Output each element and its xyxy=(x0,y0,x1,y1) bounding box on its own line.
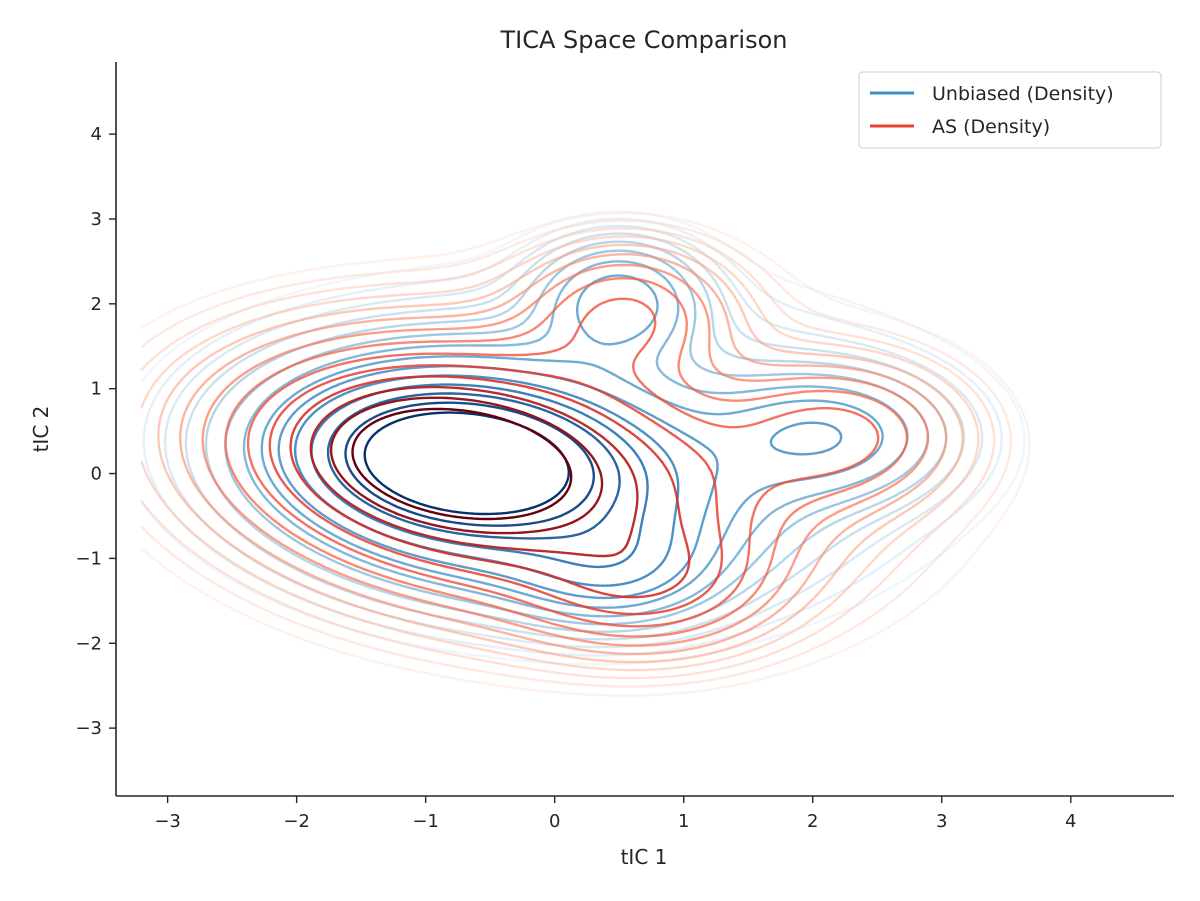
x-tick-label: 2 xyxy=(807,811,818,832)
unbiased-contour-level-9 xyxy=(277,365,843,600)
x-tick-label: 4 xyxy=(1065,811,1076,832)
y-tick-label: 3 xyxy=(91,209,102,230)
x-axis-title: tIC 1 xyxy=(621,845,668,869)
as-contour-level-14 xyxy=(351,407,573,521)
legend-label-unbiased: Unbiased (Density) xyxy=(932,83,1114,105)
as-contour-level-5 xyxy=(157,243,964,664)
axes xyxy=(115,62,1174,797)
legend-label-as: AS (Density) xyxy=(932,116,1050,138)
x-tick-label: −3 xyxy=(154,811,181,832)
as-contour-level-4 xyxy=(140,235,980,672)
as-contour-level-7 xyxy=(201,263,930,647)
y-tick-label: 2 xyxy=(91,294,102,315)
chart-title: TICA Space Comparison xyxy=(499,26,787,54)
as-contour-level-11 xyxy=(289,375,691,599)
x-tick-label: 0 xyxy=(549,811,560,832)
x-tick-label: −1 xyxy=(412,811,439,832)
unbiased-contour-level-11 xyxy=(310,383,649,569)
contour-layer xyxy=(140,210,1031,697)
y-tick-label: 1 xyxy=(91,379,102,400)
y-tick-label: 4 xyxy=(91,124,102,145)
y-tick-label: 0 xyxy=(91,464,102,485)
unbiased-contour-level-12 xyxy=(326,392,621,540)
legend: Unbiased (Density) AS (Density) xyxy=(858,71,1162,149)
y-tick-label: −2 xyxy=(75,633,102,654)
y-tick-label: −1 xyxy=(75,548,102,569)
x-ticks: −3 −2 −1 0 1 2 3 4 xyxy=(154,796,1077,832)
as-contour-level-13 xyxy=(329,396,604,535)
as-contour-level-10 xyxy=(268,364,724,616)
as-contour-level-3 xyxy=(140,227,996,680)
as-contour-level-9 xyxy=(246,297,880,628)
unbiased-contour-level-13 xyxy=(344,401,595,527)
as-contour-level-1 xyxy=(140,211,1031,697)
legend-frame xyxy=(858,71,1162,149)
y-axis-title: tIC 2 xyxy=(29,406,53,453)
as-contour-level-6 xyxy=(179,253,948,656)
x-tick-label: 3 xyxy=(936,811,947,832)
x-tick-label: 1 xyxy=(678,811,689,832)
unbiased-contour-level-8 xyxy=(260,274,884,609)
as-contour-level-2 xyxy=(140,219,1013,688)
y-ticks: −3 −2 −1 0 1 2 3 4 xyxy=(75,124,116,739)
y-tick-label: −3 xyxy=(75,718,102,739)
as-contour-level-8 xyxy=(224,277,909,638)
x-tick-label: −2 xyxy=(283,811,310,832)
as-contour-level-12 xyxy=(309,385,639,558)
